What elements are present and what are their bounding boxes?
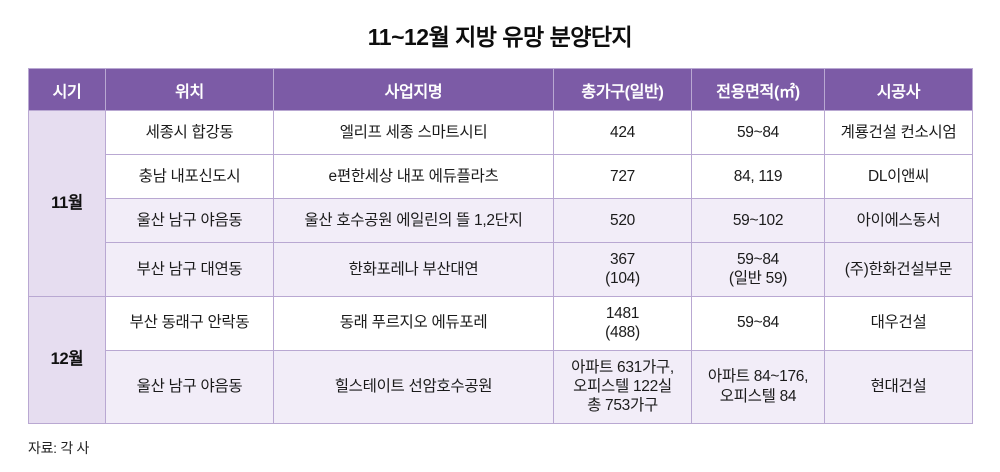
table-row: 12월 부산 동래구 안락동 동래 푸르지오 에듀포레 1481 (488) 5… — [28, 295, 973, 424]
cell-project: e편한세상 내포 에듀플라츠 — [273, 154, 554, 199]
cell-area: 59~84 — [691, 295, 825, 351]
col-header-project: 사업지명 — [273, 68, 554, 111]
cell-households: 아파트 631가구, 오피스텔 122실 총 753가구 — [553, 349, 692, 424]
housing-table: 시기 위치 사업지명 총가구(일반) 전용면적(㎡) 시공사 11월 세종시 합… — [28, 68, 973, 424]
cell-area: 59~84 (일반 59) — [691, 242, 825, 297]
cell-location: 충남 내포신도시 — [105, 154, 274, 199]
cell-area: 59~102 — [691, 198, 825, 243]
col-header-area: 전용면적(㎡) — [691, 68, 825, 111]
table-row: 충남 내포신도시 e편한세상 내포 에듀플라츠 727 84, 119 DL이앤… — [29, 154, 973, 199]
cell-builder: 계룡건설 컨소시엄 — [824, 110, 973, 155]
cell-period-december: 12월 — [28, 295, 106, 424]
col-header-builder: 시공사 — [824, 68, 973, 111]
page-title: 11~12월 지방 유망 분양단지 — [367, 24, 633, 50]
cell-location: 울산 남구 야음동 — [105, 349, 274, 424]
cell-builder: 아이에스동서 — [824, 198, 973, 243]
cell-area: 84, 119 — [691, 154, 825, 199]
cell-households: 520 — [553, 198, 692, 243]
table-row: 부산 남구 대연동 한화포레나 부산대연 367 (104) 59~84 (일반… — [29, 242, 973, 297]
cell-location: 울산 남구 야음동 — [105, 198, 274, 243]
table-row: 11월 세종시 합강동 엘리프 세종 스마트시티 424 59~84 계룡건설 … — [28, 110, 973, 297]
source-note: 자료: 각 사 — [28, 439, 90, 456]
table-header-row: 시기 위치 사업지명 총가구(일반) 전용면적(㎡) 시공사 — [28, 68, 973, 111]
cell-households: 367 (104) — [553, 242, 692, 297]
table-row: 울산 남구 야음동 힐스테이트 선암호수공원 아파트 631가구, 오피스텔 1… — [29, 349, 973, 424]
cell-location: 부산 남구 대연동 — [105, 242, 274, 297]
col-header-period: 시기 — [28, 68, 106, 111]
cell-location: 부산 동래구 안락동 — [105, 295, 274, 351]
cell-project: 엘리프 세종 스마트시티 — [273, 110, 554, 155]
cell-project: 힐스테이트 선암호수공원 — [273, 349, 554, 424]
cell-area: 아파트 84~176, 오피스텔 84 — [691, 349, 825, 424]
cell-builder: 현대건설 — [824, 349, 973, 424]
cell-area: 59~84 — [691, 110, 825, 155]
cell-builder: DL이앤씨 — [824, 154, 973, 199]
col-header-households: 총가구(일반) — [553, 68, 692, 111]
cell-builder: (주)한화건설부문 — [824, 242, 973, 297]
table-row: 울산 남구 야음동 울산 호수공원 에일린의 뜰 1,2단지 520 59~10… — [29, 198, 973, 243]
cell-project: 한화포레나 부산대연 — [273, 242, 554, 297]
col-header-location: 위치 — [105, 68, 274, 111]
cell-builder: 대우건설 — [824, 295, 973, 351]
cell-location: 세종시 합강동 — [105, 110, 274, 155]
cell-households: 424 — [553, 110, 692, 155]
cell-project: 동래 푸르지오 에듀포레 — [273, 295, 554, 351]
cell-project: 울산 호수공원 에일린의 뜰 1,2단지 — [273, 198, 554, 243]
cell-households: 727 — [553, 154, 692, 199]
cell-period-november: 11월 — [28, 110, 106, 297]
cell-households: 1481 (488) — [553, 295, 692, 351]
